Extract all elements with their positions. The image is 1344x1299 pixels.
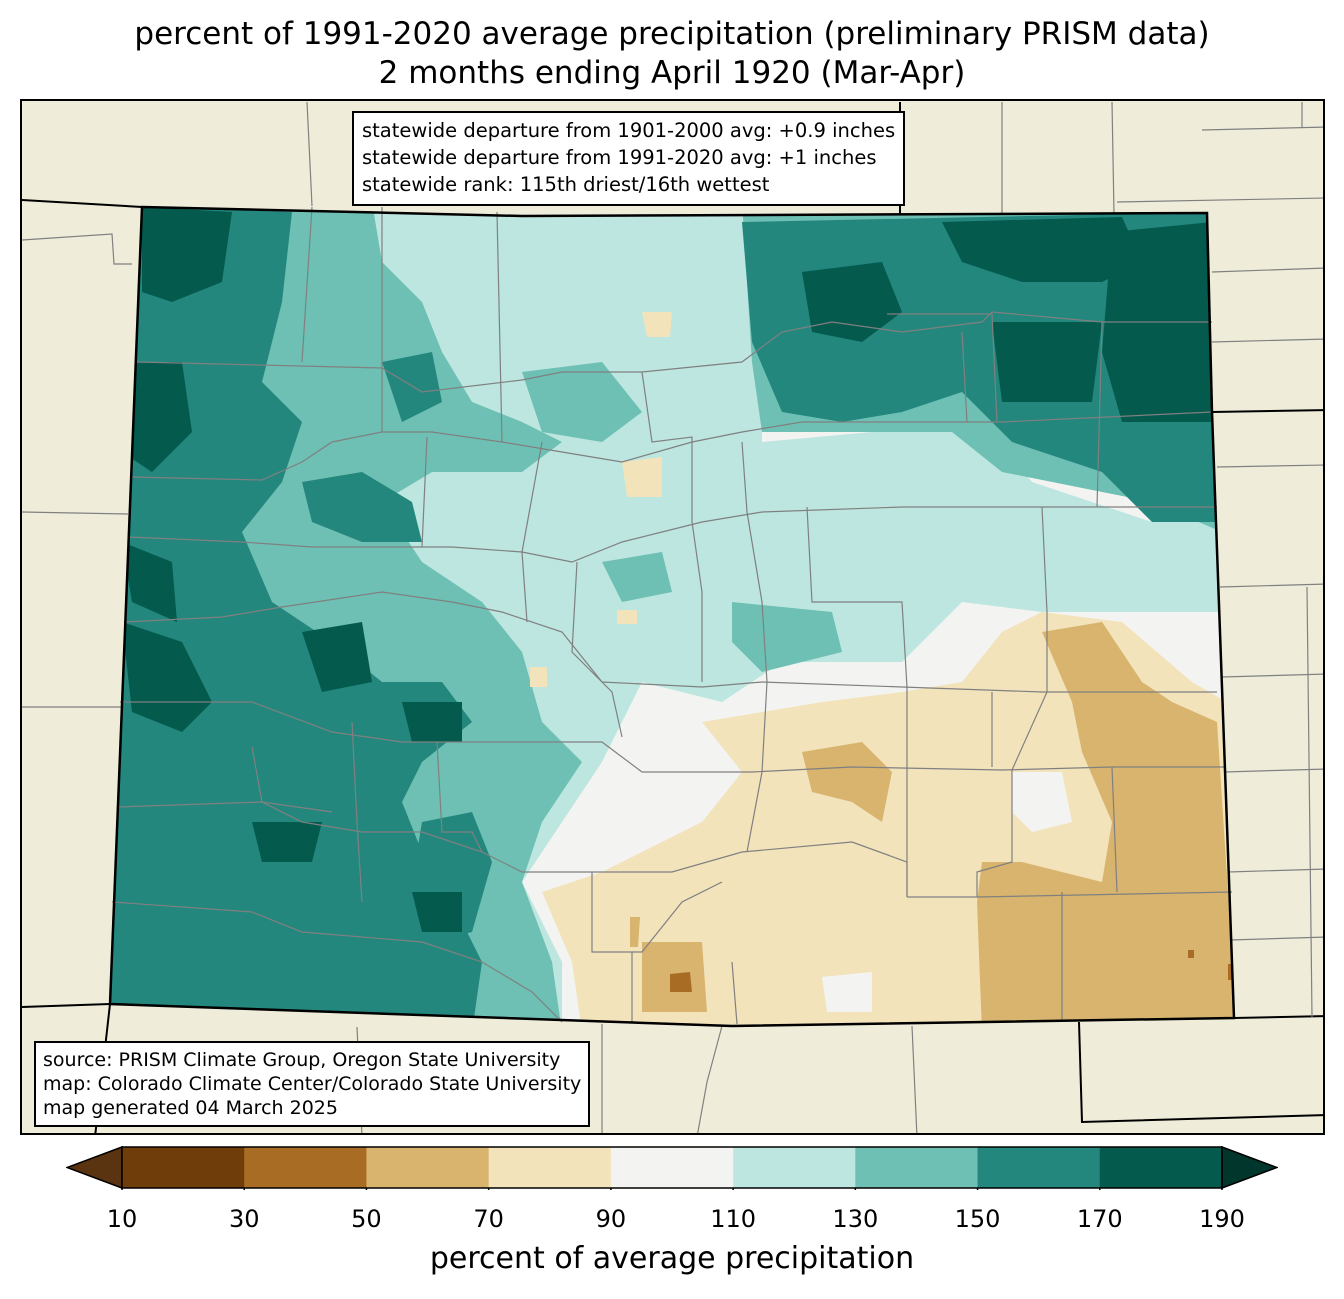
map-subtitle: 2 months ending April 1920 (Mar-Apr)	[378, 55, 966, 91]
colorbar-tick-label: 150	[954, 1205, 1001, 1233]
colorbar-extend-low	[66, 1145, 123, 1190]
colorbar-tick-label: 90	[595, 1205, 627, 1233]
colorbar-tick-label: 170	[1076, 1205, 1123, 1233]
colorbar-bin-50-70	[366, 1147, 490, 1188]
colorbar-bin-10-30	[122, 1147, 245, 1188]
departure-1901-2000: statewide departure from 1901-2000 avg: …	[362, 119, 896, 142]
statewide-rank: statewide rank: 115th driest/16th wettes…	[362, 173, 770, 196]
colorbar-tick-label: 30	[228, 1205, 260, 1233]
colorbar-bin-110-130	[733, 1147, 856, 1188]
map-credit: map: Colorado Climate Center/Colorado St…	[43, 1073, 582, 1095]
colorbar-bin-30-50	[244, 1147, 367, 1188]
colorado-border	[108, 205, 1236, 1028]
colorbar-tick-label: 190	[1199, 1205, 1245, 1233]
colorbar-bin-170-190	[1099, 1147, 1223, 1188]
neighbor-county-lines	[22, 101, 1323, 1133]
map-title: percent of 1991-2020 average precipitati…	[134, 16, 1210, 52]
colorbar-extend-high	[1221, 1145, 1278, 1190]
colorbar-frame	[121, 1146, 1223, 1189]
colorbar-tick-label: 70	[473, 1205, 504, 1233]
generated-date: map generated 04 March 2025	[43, 1097, 338, 1119]
colorbar-bin-150-170	[977, 1147, 1101, 1188]
colorbar-tick-label: 10	[106, 1205, 138, 1233]
colorbar-bin-130-150	[855, 1147, 979, 1188]
map-canvas	[22, 101, 1323, 1133]
colorbar	[66, 1145, 1278, 1190]
departure-1991-2020: statewide departure from 1991-2020 avg: …	[362, 146, 877, 169]
source-box: source: PRISM Climate Group, Oregon Stat…	[34, 1041, 591, 1127]
county-lines	[111, 206, 1233, 1025]
colorbar-label: percent of average precipitation	[429, 1241, 915, 1276]
statewide-stats-box: statewide departure from 1901-2000 avg: …	[352, 111, 906, 206]
colorbar-tick-label: 110	[710, 1205, 757, 1233]
precipitation-field	[110, 207, 1234, 1026]
precipitation-map: statewide departure from 1901-2000 avg: …	[20, 99, 1325, 1135]
colorbar-tick-label: 130	[832, 1205, 879, 1233]
colorbar-bin-70-90	[488, 1147, 612, 1188]
source-credit: source: PRISM Climate Group, Oregon Stat…	[43, 1049, 561, 1071]
colorbar-bin-90-110	[610, 1147, 734, 1188]
colorbar-tick-label: 50	[351, 1205, 382, 1233]
